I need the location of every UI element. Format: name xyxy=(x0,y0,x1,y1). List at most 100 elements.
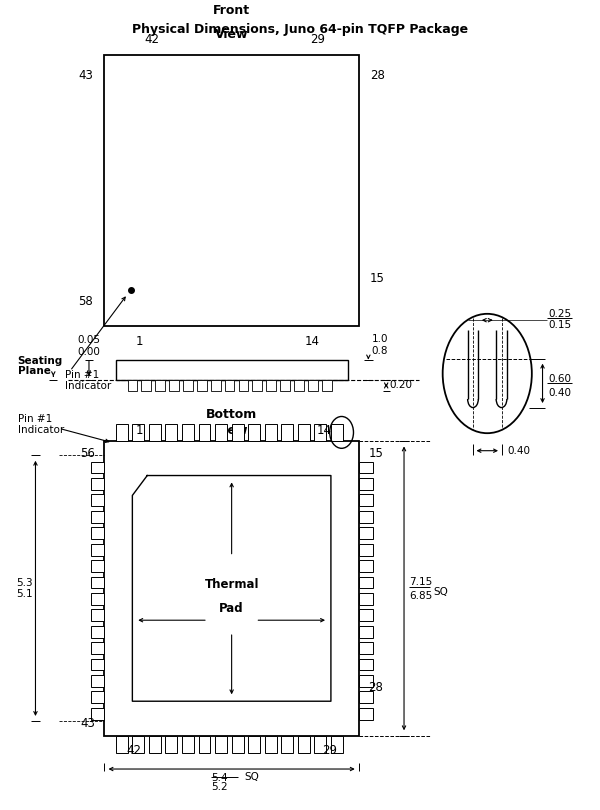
Bar xyxy=(308,380,317,391)
Bar xyxy=(182,424,194,441)
Text: 58: 58 xyxy=(79,296,93,309)
Bar xyxy=(215,424,227,441)
Bar xyxy=(359,478,373,490)
Bar xyxy=(298,735,310,753)
Bar xyxy=(116,424,128,441)
Bar xyxy=(91,511,104,522)
Text: Front: Front xyxy=(213,4,250,17)
Bar xyxy=(199,735,211,753)
Text: 42: 42 xyxy=(126,744,141,757)
Bar xyxy=(142,380,151,391)
Bar xyxy=(132,735,144,753)
Text: 5.2: 5.2 xyxy=(211,782,228,791)
Bar xyxy=(359,544,373,556)
Bar xyxy=(169,380,179,391)
Text: Pin #1: Pin #1 xyxy=(17,414,52,424)
Text: 0.40: 0.40 xyxy=(548,388,571,398)
Bar xyxy=(280,380,290,391)
Bar xyxy=(265,735,277,753)
Text: Physical Dimensions, Juno 64-pin TQFP Package: Physical Dimensions, Juno 64-pin TQFP Pa… xyxy=(132,23,468,36)
Bar xyxy=(232,424,244,441)
Bar xyxy=(359,675,373,687)
Bar xyxy=(359,494,373,506)
Bar xyxy=(359,462,373,474)
Bar xyxy=(359,593,373,605)
Bar xyxy=(359,527,373,539)
Text: 0.25: 0.25 xyxy=(548,309,572,319)
Bar xyxy=(266,380,276,391)
Bar xyxy=(298,424,310,441)
Bar xyxy=(91,659,104,671)
Bar xyxy=(314,424,326,441)
Bar xyxy=(248,735,260,753)
Bar xyxy=(199,424,211,441)
Text: 5.4: 5.4 xyxy=(211,773,228,783)
Bar xyxy=(232,735,244,753)
Text: SQ: SQ xyxy=(434,587,449,597)
Bar xyxy=(182,735,194,753)
Text: 14: 14 xyxy=(316,424,331,437)
Text: 0.15: 0.15 xyxy=(548,320,572,330)
Text: 43: 43 xyxy=(78,69,93,82)
Text: 7.15: 7.15 xyxy=(409,577,432,587)
Text: 56: 56 xyxy=(80,446,95,459)
Bar xyxy=(132,424,144,441)
Text: View: View xyxy=(215,28,248,40)
Bar xyxy=(91,609,104,621)
Bar xyxy=(331,424,343,441)
Bar xyxy=(104,55,359,326)
Bar xyxy=(116,360,347,380)
Text: 0.05
0.00: 0.05 0.00 xyxy=(77,335,100,356)
Text: 15: 15 xyxy=(368,446,383,459)
Text: Pin #1
Indicator: Pin #1 Indicator xyxy=(65,369,112,391)
Bar xyxy=(166,735,178,753)
Bar xyxy=(314,735,326,753)
Bar xyxy=(359,609,373,621)
Text: 1: 1 xyxy=(136,335,143,348)
Bar xyxy=(359,642,373,654)
Bar xyxy=(91,626,104,637)
Bar xyxy=(359,708,373,719)
Bar xyxy=(149,424,161,441)
Bar xyxy=(91,478,104,490)
Text: 28: 28 xyxy=(370,69,385,82)
Bar xyxy=(211,380,221,391)
Text: 6.85: 6.85 xyxy=(409,591,432,601)
Bar xyxy=(183,380,193,391)
Bar xyxy=(91,494,104,506)
Text: Plane: Plane xyxy=(17,366,50,376)
Text: Thermal: Thermal xyxy=(205,578,259,591)
Bar xyxy=(91,675,104,687)
Text: View: View xyxy=(215,424,248,437)
Bar xyxy=(359,692,373,703)
Bar xyxy=(294,380,304,391)
Bar xyxy=(265,424,277,441)
Text: Seating: Seating xyxy=(17,356,63,365)
Text: 29: 29 xyxy=(310,32,325,45)
Text: 43: 43 xyxy=(80,717,95,730)
Bar xyxy=(128,380,137,391)
Bar xyxy=(331,735,343,753)
Bar xyxy=(359,511,373,522)
Text: 0.20: 0.20 xyxy=(389,381,412,390)
Text: 5.3
5.1: 5.3 5.1 xyxy=(16,578,32,599)
Bar xyxy=(225,380,235,391)
Text: 42: 42 xyxy=(144,32,159,45)
Bar xyxy=(322,380,332,391)
Text: 0.60: 0.60 xyxy=(548,374,571,385)
Bar xyxy=(215,735,227,753)
Bar xyxy=(155,380,165,391)
Bar xyxy=(239,380,248,391)
Bar xyxy=(104,441,359,735)
Text: Pad: Pad xyxy=(220,602,244,615)
Bar xyxy=(91,708,104,719)
Bar xyxy=(197,380,206,391)
Bar xyxy=(149,735,161,753)
Text: 14: 14 xyxy=(304,335,319,348)
Bar xyxy=(281,735,293,753)
Text: Bottom: Bottom xyxy=(206,408,257,421)
Bar xyxy=(281,424,293,441)
Bar xyxy=(91,593,104,605)
Bar xyxy=(91,544,104,556)
Text: Indicator: Indicator xyxy=(17,424,64,435)
